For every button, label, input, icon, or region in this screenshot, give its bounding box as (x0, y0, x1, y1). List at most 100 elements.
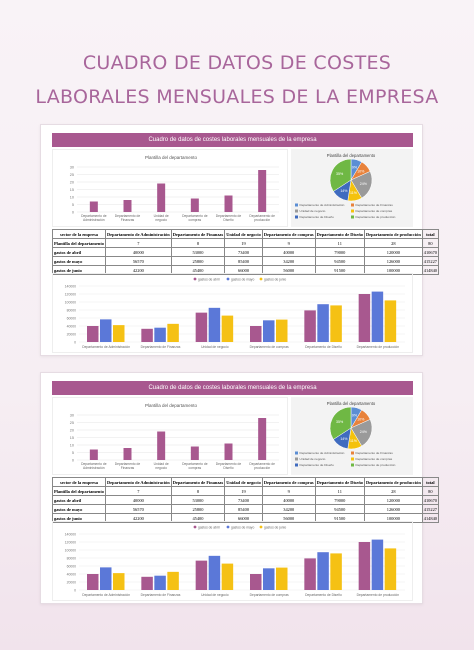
headcount-pie-svg: Plantilla del departamento 9%10% 24% 11%14%… (295, 401, 396, 467)
cost-bar (154, 575, 166, 590)
bar-x-tick: Departamento de Diseño (216, 214, 242, 222)
table-row: Plantilla del departamento 7 8 19 9 11 28 80 (51, 238, 439, 248)
pie-slice-label: 24% (360, 430, 368, 434)
headcount-bar (190, 446, 199, 460)
group-x-tick: Departamento de Diseño (305, 593, 342, 597)
bar-x-tick: Departamento de Administración (81, 462, 107, 470)
cost-bar (358, 294, 371, 342)
headcount-bar-chart: Plantilla del departamento 0 5 10 15 20 25 30 De… (52, 149, 288, 227)
group-y-tick: 140000 (65, 284, 76, 288)
table-row: Plantilla del departamento 7 8 19 9 11 28 80 (51, 486, 439, 496)
bar-y-tick: 30 (70, 166, 74, 170)
pie-legend-swatch (351, 203, 354, 207)
headcount-bar (123, 448, 132, 460)
legend-label: gastos de junio (264, 525, 286, 529)
group-y-tick: 80000 (67, 556, 77, 560)
cost-bar (167, 323, 179, 342)
table-cell: 415227 (421, 256, 439, 266)
table-header-cell: Departamento de Diseño (314, 477, 365, 487)
group-y-tick: 0 (74, 588, 76, 592)
table-cell: 34200 (261, 256, 316, 266)
group-y-tick: 40000 (67, 324, 77, 328)
headcount-bar (89, 449, 98, 460)
table-header-cell: Unidad de negocio (224, 229, 263, 239)
pie-slice-label: 10% (357, 170, 365, 174)
legend-swatch (259, 277, 263, 281)
pie-legend-swatch (295, 451, 298, 455)
bar-x-tick: Departamento de producción (249, 462, 275, 470)
table-cell: 414840 (421, 265, 439, 275)
cost-bar (276, 319, 288, 342)
bar-y-tick: 15 (70, 188, 74, 192)
headcount-pie-chart: Plantilla del departamento 9% 10% 24% 11% 14%… (291, 397, 413, 475)
group-y-tick: 140000 (65, 532, 76, 536)
pie-slice-label: 35% (336, 172, 344, 176)
table-header-cell: Departamento de Administración (105, 477, 172, 487)
pie-slice-label: 11% (350, 191, 358, 195)
headcount-bar (258, 170, 267, 212)
bar-y-tick: 0 (72, 459, 74, 463)
cost-data-table: sector de la empresa Departamento de Admi… (51, 229, 439, 275)
pie-slice-label: 9% (352, 166, 358, 170)
table-cell: 53000 (170, 247, 226, 257)
table-header-cell: total (421, 477, 439, 487)
pie-legend-swatch (295, 209, 298, 213)
cost-bar (384, 548, 397, 590)
table-header-row: sector de la empresa Departamento de Admi… (51, 229, 439, 239)
pie-legend-label: Departamento de producción (356, 215, 396, 219)
cost-bar (276, 567, 288, 590)
table-cell: 25800 (170, 504, 226, 514)
cost-bar (330, 305, 342, 342)
pie-slice-label: 14% (340, 437, 348, 441)
cost-bar (141, 328, 153, 342)
table-cell: 11 (314, 238, 365, 248)
cost-bar (100, 567, 112, 590)
cost-bar (221, 315, 234, 342)
spreadsheet-preview-2: Cuadro de datos de costes laborales mens… (40, 372, 439, 604)
pie-slice-label: 24% (360, 182, 368, 186)
headcount-bar (224, 443, 233, 460)
bar-x-tick: Departamento de compras (182, 462, 208, 470)
headcount-bar-svg: Plantilla del departamento 0 5 10 15 20 25 30 De… (70, 403, 279, 470)
pie-legend-label: Unidad de negocio (300, 457, 326, 461)
table-cell: 34200 (261, 504, 316, 514)
bar-y-tick: 5 (72, 451, 74, 455)
cost-bar (317, 304, 329, 342)
row-label: gastos de mayo (51, 256, 107, 266)
group-x-tick: Unidad de negocio (201, 593, 229, 597)
bar-y-tick: 20 (70, 429, 74, 433)
table-cell: 410670 (421, 495, 439, 505)
table-header-cell: Departamento de Finanzas (170, 477, 226, 487)
group-y-tick: 20000 (67, 580, 77, 584)
bar-y-tick: 20 (70, 181, 74, 185)
table-cell: 73400 (224, 495, 263, 505)
monthly-costs-bar-svg: gastos de abril gastos de mayo gastos de j… (65, 277, 405, 349)
sheet-header: Cuadro de datos de costes laborales mens… (52, 133, 413, 147)
pie-legend-label: Departamento de Finanzas (356, 203, 394, 207)
pie-legend-swatch (351, 457, 354, 461)
headcount-bar-chart: Plantilla del departamento 0 5 10 15 20 25 30 De… (52, 397, 288, 475)
pie-slice-label: 14% (340, 189, 348, 193)
pie-slice (350, 419, 373, 447)
cost-bar (113, 325, 125, 342)
pie-slice (329, 158, 352, 192)
table-header-cell: Unidad de negocio (224, 477, 263, 487)
pie-legend-swatch (295, 457, 298, 461)
group-y-tick: 0 (74, 340, 76, 344)
cost-bar (100, 319, 112, 342)
cost-bar (195, 312, 208, 342)
group-y-tick: 60000 (67, 564, 77, 568)
legend-label: gastos de abril (198, 277, 220, 281)
table-row: gastos de junio 42200 45400 66000 56000 91500… (51, 513, 439, 523)
pie-legend-swatch (295, 215, 298, 219)
table-header-cell: sector de la empresa (51, 477, 107, 487)
table-cell: 79000 (314, 247, 365, 257)
legend-label: gastos de junio (264, 277, 286, 281)
bar-x-tick: Departamento de compras (182, 214, 208, 222)
bar-chart-title: Plantilla del departamento (145, 155, 198, 160)
pie-legend-swatch (295, 203, 298, 207)
cost-bar (113, 573, 125, 590)
cost-bar (221, 563, 234, 590)
bar-x-tick: Departamento de Finanzas (115, 214, 141, 222)
table-cell: 56570 (105, 256, 172, 266)
